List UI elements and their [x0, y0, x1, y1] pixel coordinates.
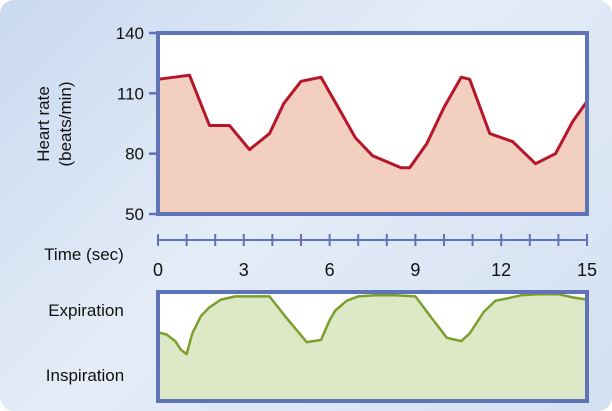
heart-rate-series-line — [156, 73, 589, 170]
heart-rate-plot-border — [156, 31, 589, 216]
time-tick-label-3: 3 — [239, 260, 249, 280]
time-tick-label-15: 15 — [577, 260, 597, 280]
heart-rate-chart: 50 80 110 140 Heart rate (beats/min) — [34, 24, 589, 224]
time-tick-label-6: 6 — [325, 260, 335, 280]
time-axis: Time (sec) 0 3 6 9 12 15 — [44, 234, 597, 280]
time-tick-label-9: 9 — [410, 260, 420, 280]
respiration-area — [158, 294, 587, 401]
y-tick-label-140: 140 — [116, 24, 144, 43]
heart-rate-y-axis-label-line1: Heart rate — [34, 86, 53, 162]
time-tick-label-0: 0 — [153, 260, 163, 280]
expiration-label: Expiration — [48, 301, 124, 320]
heart-rate-y-axis-label-line2: (beats/min) — [56, 81, 75, 166]
respiration-series-line — [156, 292, 589, 356]
respiration-chart: Expiration Inspiration — [46, 290, 589, 403]
heart-rate-y-ticks: 50 80 110 140 — [116, 24, 158, 224]
time-axis-label: Time (sec) — [44, 245, 124, 264]
y-tick-label-80: 80 — [125, 145, 144, 164]
inspiration-label: Inspiration — [46, 366, 124, 385]
time-tick-label-12: 12 — [491, 260, 511, 280]
y-tick-label-110: 110 — [117, 84, 144, 103]
time-axis-ticks: 0 3 6 9 12 15 — [153, 234, 597, 280]
y-tick-label-50: 50 — [125, 205, 144, 224]
respiration-plot-border — [156, 290, 589, 403]
